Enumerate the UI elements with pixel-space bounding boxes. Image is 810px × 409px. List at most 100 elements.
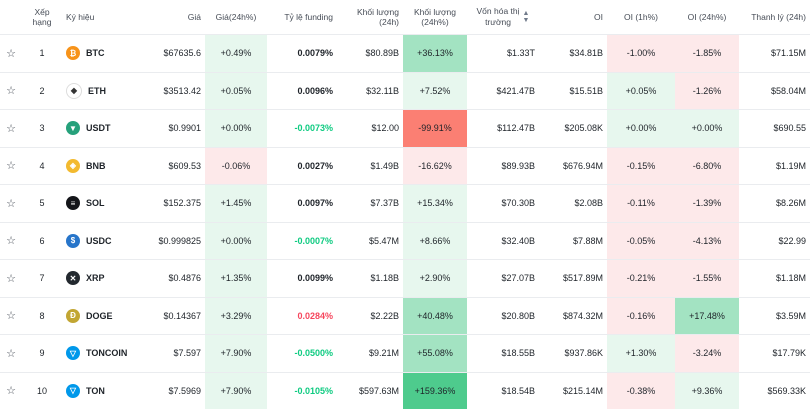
volume-change-cell: -16.62% [403, 146, 467, 185]
favorite-star-icon[interactable]: ☆ [6, 85, 16, 98]
favorite-star-icon[interactable]: ☆ [6, 347, 16, 360]
coin-cell[interactable]: ▼ USDT [66, 121, 111, 136]
header-volume[interactable]: Khối lượng (24h) [357, 7, 399, 27]
table-row[interactable]: ☆ 5 ≡ SOL $152.375 +1.45% 0.0097% $7.37B… [0, 184, 810, 222]
table-row[interactable]: ☆ 9 ▽ TONCOIN $7.597 +7.90% -0.0500% $9.… [0, 334, 810, 372]
price-cell: $0.14367 [150, 296, 205, 335]
oi-24h-cell: +17.48% [675, 296, 739, 335]
header-price-change[interactable]: Giá(24h%) [215, 12, 257, 22]
header-market-cap-line2: trường [485, 17, 511, 27]
table-row[interactable]: ☆ 2 ◆ ETH $3513.42 +0.05% 0.0096% $32.11… [0, 71, 810, 110]
price-change-cell: -0.06% [205, 146, 267, 185]
volume-change-cell: +159.36% [403, 371, 467, 409]
price-cell: $7.5969 [150, 371, 205, 409]
price-change-cell: +0.00% [205, 221, 267, 260]
open-interest-cell: $937.86K [539, 334, 607, 372]
coin-cell[interactable]: ◆ ETH [66, 82, 106, 99]
favorite-star-icon[interactable]: ☆ [6, 122, 16, 135]
funding-rate-cell: -0.0007% [267, 221, 337, 260]
oi-1h-cell: +0.05% [607, 71, 675, 110]
open-interest-cell: $205.08K [539, 109, 607, 147]
liquidation-cell: $71.15M [739, 34, 810, 72]
oi-24h-cell: -3.24% [675, 334, 739, 372]
favorite-star-icon[interactable]: ☆ [6, 310, 16, 323]
volume-cell: $80.89B [337, 34, 403, 72]
coin-cell[interactable]: ▽ TONCOIN [66, 346, 127, 361]
header-funding-rate[interactable]: Tỷ lệ funding [284, 12, 333, 22]
table-row[interactable]: ☆ 6 $ USDC $0.999825 +0.00% -0.0007% $5.… [0, 221, 810, 260]
header-price[interactable]: Giá [187, 12, 201, 22]
dogecoin-icon: Ð [66, 308, 80, 323]
xrp-icon: ✕ [66, 271, 80, 286]
oi-24h-cell: -6.80% [675, 146, 739, 185]
favorite-star-icon[interactable]: ☆ [6, 272, 16, 285]
coin-cell[interactable]: ₿ BTC [66, 46, 105, 61]
oi-1h-cell: +1.30% [607, 334, 675, 372]
header-liquidation[interactable]: Thanh lý (24h) [751, 12, 806, 22]
rank-cell: 7 [22, 259, 62, 297]
open-interest-cell: $676.94M [539, 146, 607, 185]
table-row[interactable]: ☆ 8 Ð DOGE $0.14367 +3.29% 0.0284% $2.22… [0, 296, 810, 335]
coin-cell[interactable]: ◈ BNB [66, 158, 106, 173]
market-cap-cell: $20.80B [467, 296, 539, 335]
oi-1h-cell: -0.16% [607, 296, 675, 335]
coin-symbol: SOL [86, 198, 105, 209]
open-interest-cell: $34.81B [539, 34, 607, 72]
price-change-cell: +1.45% [205, 184, 267, 222]
rank-cell: 6 [22, 221, 62, 260]
volume-cell: $12.00 [337, 109, 403, 147]
price-cell: $0.9901 [150, 109, 205, 147]
table-row[interactable]: ☆ 7 ✕ XRP $0.4876 +1.35% 0.0099% $1.18B … [0, 259, 810, 297]
volume-change-cell: +40.48% [403, 296, 467, 335]
favorite-star-icon[interactable]: ☆ [6, 47, 16, 60]
table-row[interactable]: ☆ 3 ▼ USDT $0.9901 +0.00% -0.0073% $12.0… [0, 109, 810, 147]
liquidation-cell: $17.79K [739, 334, 810, 372]
table-row[interactable]: ☆ 10 ▽ TON $7.5969 +7.90% -0.0105% $597.… [0, 371, 810, 409]
rank-cell: 8 [22, 296, 62, 335]
oi-1h-cell: -1.00% [607, 34, 675, 72]
favorite-star-icon[interactable]: ☆ [6, 197, 16, 210]
coin-cell[interactable]: ≡ SOL [66, 196, 105, 211]
price-change-cell: +0.49% [205, 34, 267, 72]
header-volume-change[interactable]: Khối lượng (24h%) [414, 7, 456, 27]
header-open-interest[interactable]: OI [594, 12, 603, 22]
price-change-cell: +3.29% [205, 296, 267, 335]
favorite-star-icon[interactable]: ☆ [6, 235, 16, 248]
volume-cell: $597.63M [337, 371, 403, 409]
volume-cell: $5.47M [337, 221, 403, 260]
favorite-star-icon[interactable]: ☆ [6, 385, 16, 398]
oi-1h-cell: -0.11% [607, 184, 675, 222]
open-interest-cell: $215.14M [539, 371, 607, 409]
header-oi-24h[interactable]: OI (24h%) [687, 12, 727, 22]
coin-cell[interactable]: Ð DOGE [66, 308, 113, 323]
header-oi-1h[interactable]: OI (1h%) [623, 12, 658, 22]
coin-cell[interactable]: ▽ TON [66, 383, 105, 398]
funding-rate-cell: -0.0073% [267, 109, 337, 147]
rank-cell: 9 [22, 334, 62, 372]
header-market-cap[interactable]: Vốn hóa thị trường ▲ ▼ [467, 0, 539, 35]
header-favorite [0, 0, 22, 35]
header-symbol[interactable]: Ký hiệu [66, 12, 95, 22]
table-row[interactable]: ☆ 1 ₿ BTC $67635.6 +0.49% 0.0079% $80.89… [0, 34, 810, 72]
volume-change-cell: -99.91% [403, 109, 467, 147]
coin-symbol: DOGE [86, 310, 113, 321]
coin-cell[interactable]: ✕ XRP [66, 271, 105, 286]
favorite-star-icon[interactable]: ☆ [6, 160, 16, 173]
open-interest-cell: $2.08B [539, 184, 607, 222]
market-cap-cell: $1.33T [467, 34, 539, 72]
funding-rate-cell: -0.0500% [267, 334, 337, 372]
oi-24h-cell: +9.36% [675, 371, 739, 409]
price-change-cell: +0.05% [205, 71, 267, 110]
volume-cell: $7.37B [337, 184, 403, 222]
table-row[interactable]: ☆ 4 ◈ BNB $609.53 -0.06% 0.0027% $1.49B … [0, 146, 810, 185]
price-change-cell: +0.00% [205, 109, 267, 147]
volume-cell: $1.49B [337, 146, 403, 185]
market-cap-cell: $89.93B [467, 146, 539, 185]
market-cap-cell: $18.54B [467, 371, 539, 409]
price-cell: $152.375 [150, 184, 205, 222]
sort-icon[interactable]: ▲ ▼ [522, 10, 530, 24]
header-rank[interactable]: Xếp hạng [32, 7, 52, 27]
header-market-cap-line1: Vốn hóa thị [476, 6, 520, 16]
coin-cell[interactable]: $ USDC [66, 233, 112, 248]
